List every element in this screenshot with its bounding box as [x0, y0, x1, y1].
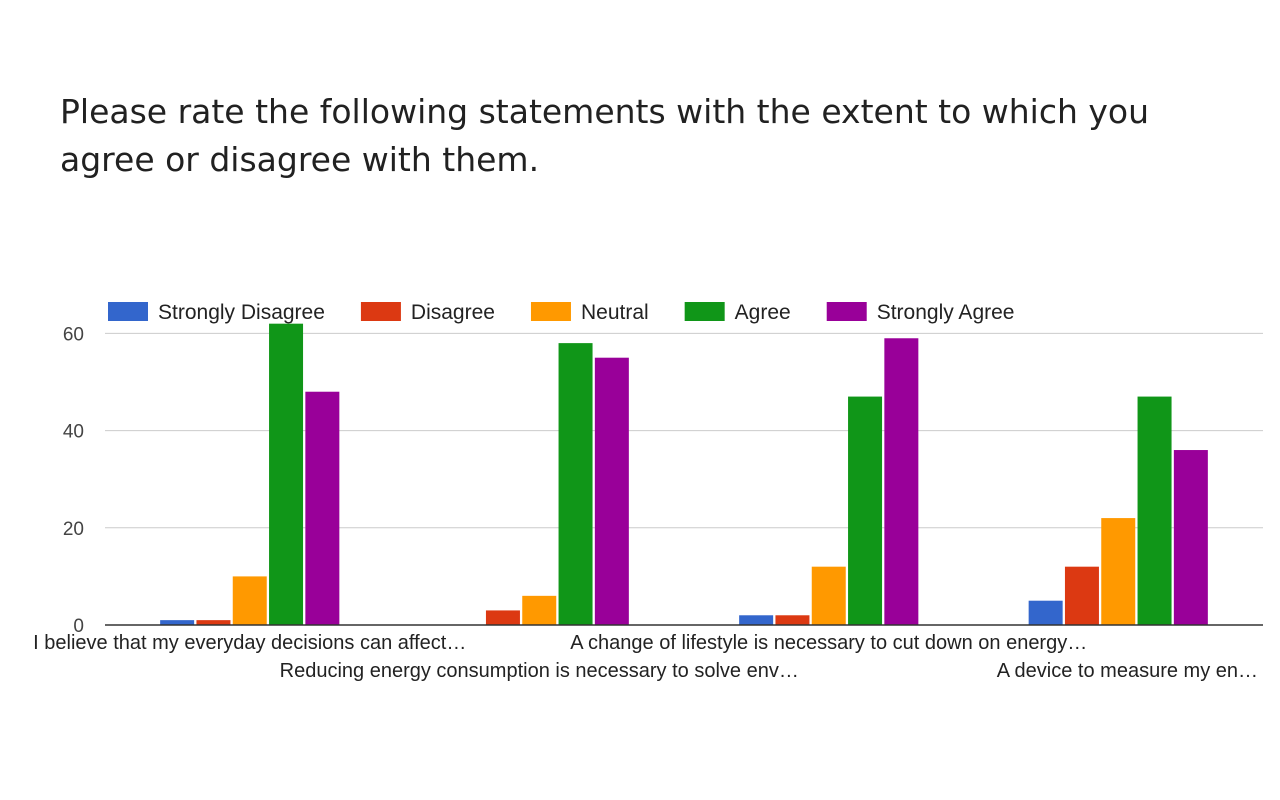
bar: [558, 343, 593, 625]
x-category-label: I believe that my everyday decisions can…: [33, 632, 466, 654]
bar: [269, 323, 304, 625]
bars: [160, 323, 1208, 625]
bar: [485, 610, 520, 625]
bar: [848, 396, 883, 625]
legend-label: Strongly Agree: [877, 301, 1015, 324]
bar: [594, 357, 629, 625]
legend-swatch: [826, 302, 867, 321]
x-category-label: A device to measure my en…: [997, 660, 1258, 682]
bar: [232, 576, 267, 625]
legend: Strongly Disagree Disagree Neutral Agree Str…: [108, 301, 1014, 324]
x-category-label: A change of lifestyle is necessary to cu…: [570, 632, 1087, 654]
y-tick-label: 20: [63, 519, 84, 540]
x-axis-category-labels: I believe that my everyday decisions can…: [33, 632, 1258, 682]
y-tick-label: 40: [63, 422, 84, 443]
bar: [1028, 600, 1063, 625]
bar: [775, 615, 810, 625]
bar: [522, 595, 557, 625]
bar: [739, 615, 774, 625]
chart-title: Please rate the following statements wit…: [60, 92, 1150, 179]
legend-swatch: [684, 302, 725, 321]
y-tick-label: 60: [63, 324, 84, 345]
bar: [196, 620, 231, 625]
legend-label: Agree: [735, 301, 791, 324]
y-axis-tick-labels: 0 20 40 60: [63, 324, 84, 637]
bar: [811, 566, 846, 625]
bar: [305, 391, 340, 625]
legend-label: Strongly Disagree: [158, 301, 325, 324]
legend-swatch: [360, 302, 401, 321]
x-category-label: Reducing energy consumption is necessary…: [280, 660, 799, 682]
bar: [1101, 518, 1136, 625]
y-tick-label: 0: [73, 616, 84, 637]
legend-label: Disagree: [411, 301, 495, 324]
bar: [884, 338, 919, 625]
legend-swatch: [108, 302, 148, 321]
legend-label: Neutral: [581, 301, 649, 324]
legend-swatch: [530, 302, 571, 321]
bar: [160, 620, 195, 625]
bar: [1064, 566, 1099, 625]
bar: [1173, 450, 1208, 625]
bar: [1137, 396, 1172, 625]
